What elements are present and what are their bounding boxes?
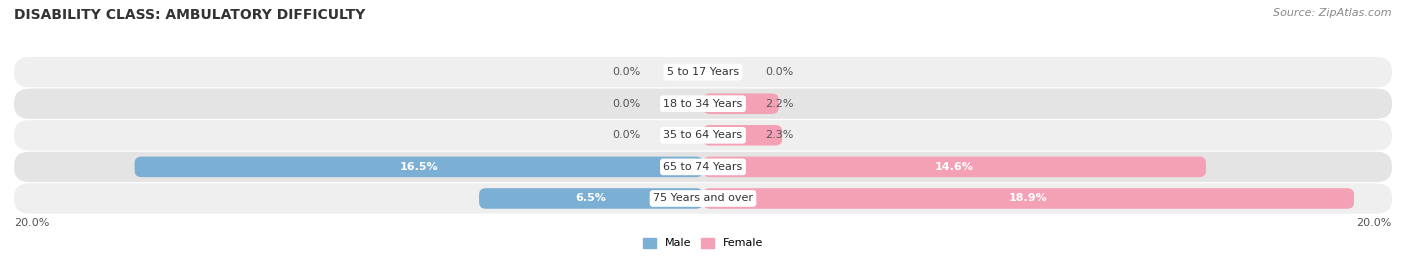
Text: 14.6%: 14.6% [935,162,974,172]
Text: 0.0%: 0.0% [613,99,641,109]
Text: 5 to 17 Years: 5 to 17 Years [666,67,740,77]
Text: 20.0%: 20.0% [14,218,49,228]
Text: Source: ZipAtlas.com: Source: ZipAtlas.com [1274,8,1392,18]
Text: 18 to 34 Years: 18 to 34 Years [664,99,742,109]
Text: 75 Years and over: 75 Years and over [652,193,754,203]
FancyBboxPatch shape [479,188,703,209]
FancyBboxPatch shape [14,120,1392,150]
Text: 65 to 74 Years: 65 to 74 Years [664,162,742,172]
Text: 2.3%: 2.3% [765,130,793,140]
Text: DISABILITY CLASS: AMBULATORY DIFFICULTY: DISABILITY CLASS: AMBULATORY DIFFICULTY [14,8,366,22]
FancyBboxPatch shape [703,188,1354,209]
FancyBboxPatch shape [14,89,1392,119]
Text: 18.9%: 18.9% [1010,193,1047,203]
FancyBboxPatch shape [14,183,1392,214]
Text: 35 to 64 Years: 35 to 64 Years [664,130,742,140]
FancyBboxPatch shape [14,152,1392,182]
Text: 0.0%: 0.0% [613,130,641,140]
Legend: Male, Female: Male, Female [638,233,768,253]
Text: 20.0%: 20.0% [1357,218,1392,228]
Text: 2.2%: 2.2% [765,99,793,109]
Text: 0.0%: 0.0% [613,67,641,77]
FancyBboxPatch shape [14,57,1392,87]
FancyBboxPatch shape [703,125,782,146]
FancyBboxPatch shape [703,93,779,114]
FancyBboxPatch shape [135,157,703,177]
Text: 0.0%: 0.0% [765,67,793,77]
Text: 16.5%: 16.5% [399,162,439,172]
FancyBboxPatch shape [703,157,1206,177]
Text: 6.5%: 6.5% [575,193,606,203]
